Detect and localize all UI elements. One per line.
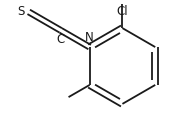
- Text: Cl: Cl: [117, 5, 128, 18]
- Text: S: S: [17, 5, 25, 18]
- Text: N: N: [85, 31, 94, 44]
- Text: C: C: [56, 33, 65, 46]
